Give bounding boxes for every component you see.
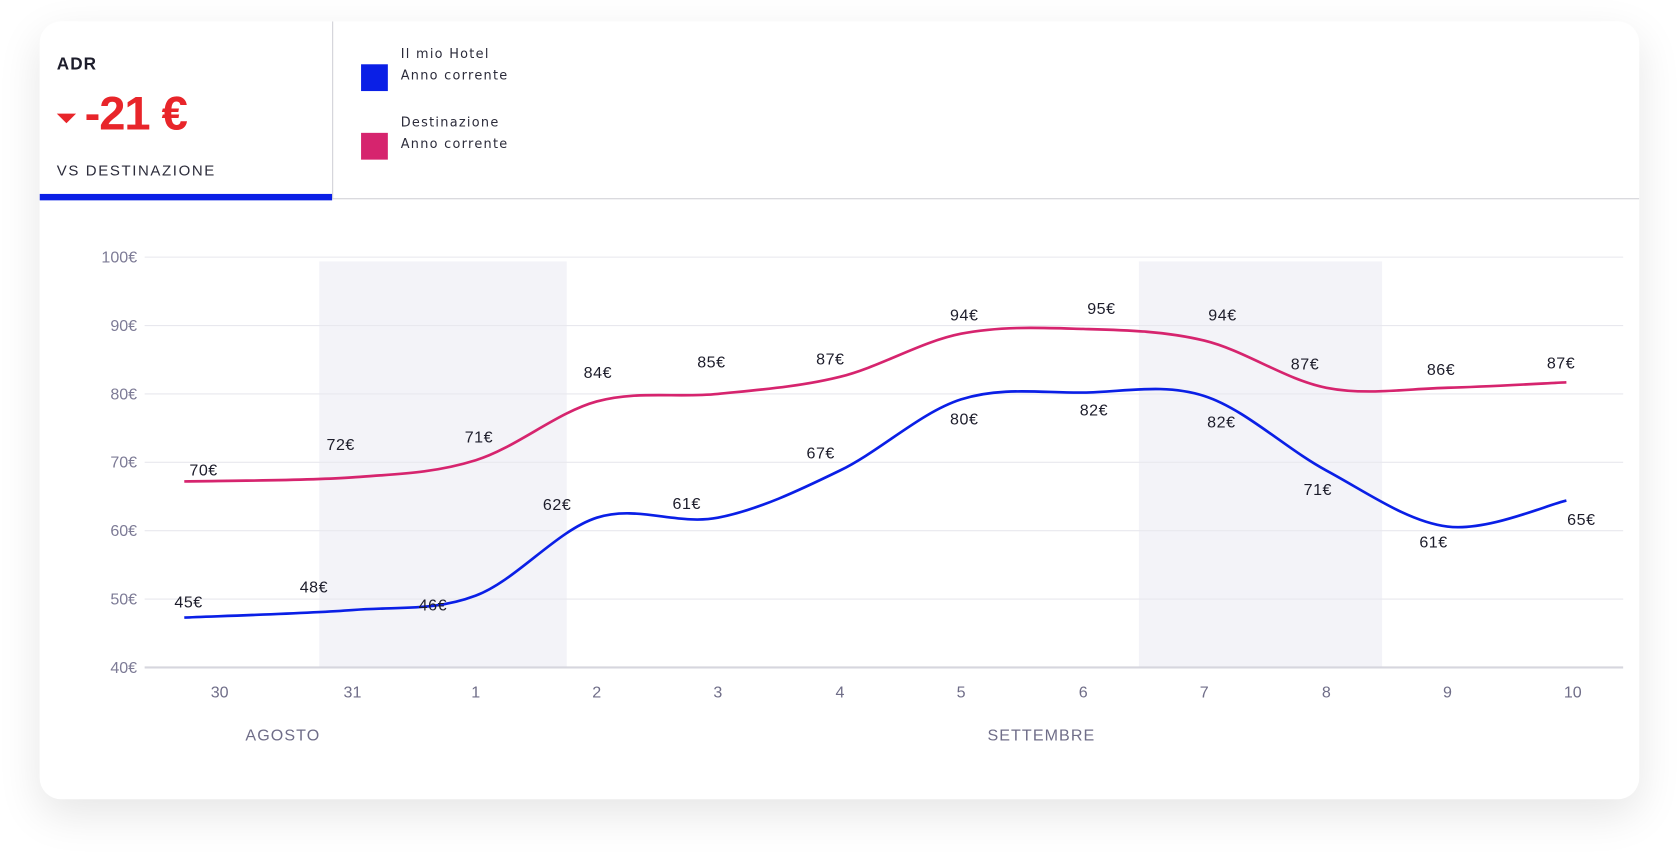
weekend-band	[319, 261, 567, 668]
data-label: 62€	[543, 496, 571, 514]
divider	[332, 21, 334, 200]
legend-sublabel: Anno corrente	[400, 67, 509, 83]
x-tick-label: 6	[1079, 683, 1088, 701]
x-tick-label: 1	[471, 683, 480, 701]
y-tick-label: 70€	[110, 454, 137, 472]
legend-item-destination[interactable]: Destinazione Anno corrente	[361, 111, 509, 160]
data-label: 94€	[950, 306, 978, 324]
x-tick-label: 30	[211, 683, 229, 701]
x-tick-label: 5	[957, 683, 966, 701]
x-tick-label: 3	[713, 683, 722, 701]
kpi-value: -21 €	[84, 87, 188, 141]
divider	[332, 198, 1640, 200]
month-label: SETTEMBRE	[987, 726, 1095, 744]
data-label: 46€	[419, 597, 447, 615]
x-tick-label: 31	[344, 683, 362, 701]
data-label: 86€	[1427, 361, 1455, 379]
series-line-hotel	[184, 387, 1567, 619]
x-tick-label: 9	[1443, 683, 1452, 701]
data-label: 82€	[1207, 413, 1235, 431]
data-label: 71€	[465, 428, 493, 446]
data-label: 45€	[174, 593, 202, 611]
y-tick-label: 40€	[110, 659, 137, 677]
x-tick-label: 2	[592, 683, 601, 701]
y-tick-label: 50€	[110, 590, 137, 608]
data-label: 61€	[673, 495, 701, 513]
data-label: 85€	[697, 353, 725, 371]
data-label: 70€	[189, 462, 217, 480]
legend-label: Il mio Hotel	[400, 46, 490, 62]
x-tick-label: 7	[1200, 683, 1209, 701]
data-label: 95€	[1087, 300, 1115, 318]
legend-item-hotel[interactable]: Il mio Hotel Anno corrente	[361, 43, 509, 92]
data-label: 61€	[1419, 533, 1447, 551]
kpi-tab[interactable]: ADR -21 € VS DESTINAZIONE	[39, 21, 333, 201]
data-label: 82€	[1080, 402, 1108, 420]
y-tick-label: 80€	[110, 385, 137, 403]
data-label: 87€	[816, 350, 844, 368]
data-label: 87€	[1547, 355, 1575, 373]
data-label: 87€	[1291, 356, 1319, 374]
kpi-title: ADR	[56, 55, 98, 74]
data-label: 84€	[584, 364, 612, 382]
data-label: 48€	[300, 578, 328, 596]
data-label: 72€	[326, 436, 354, 454]
y-tick-label: 90€	[110, 317, 137, 335]
x-tick-label: 4	[836, 683, 845, 701]
legend-sublabel: Anno corrente	[400, 136, 509, 152]
kpi-subtitle: VS DESTINAZIONE	[56, 161, 216, 179]
data-label: 71€	[1304, 481, 1332, 499]
kpi-value-wrap: -21 €	[56, 87, 188, 142]
y-tick-label: 60€	[110, 522, 137, 540]
data-label: 94€	[1208, 306, 1236, 324]
month-label: AGOSTO	[245, 726, 320, 744]
data-label: 67€	[806, 445, 834, 463]
weekend-band	[1138, 261, 1383, 668]
active-tab-indicator	[39, 193, 333, 201]
x-tick-label: 10	[1564, 683, 1582, 701]
trend-down-icon	[56, 113, 77, 123]
data-label: 80€	[950, 410, 978, 428]
y-tick-label: 100€	[101, 248, 137, 266]
x-tick-label: 8	[1322, 683, 1331, 701]
series-line-destination	[184, 326, 1567, 483]
legend-swatch	[361, 132, 388, 160]
legend-swatch	[361, 64, 388, 92]
legend-label: Destinazione	[400, 114, 500, 130]
data-label: 65€	[1567, 511, 1595, 529]
